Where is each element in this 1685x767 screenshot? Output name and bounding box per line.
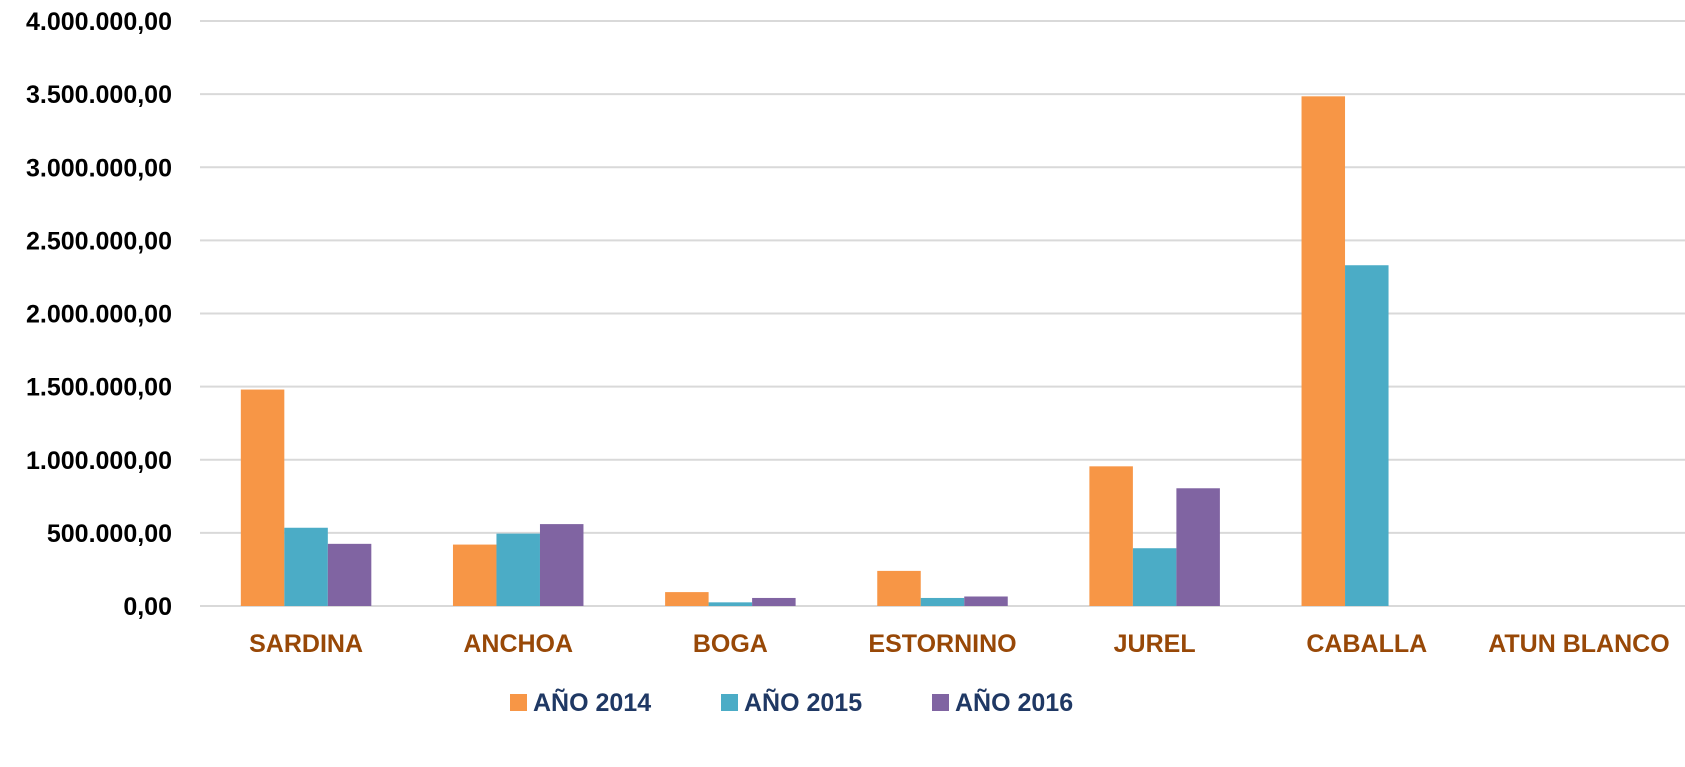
x-axis-category-labels: SARDINA ANCHOA BOGA ESTORNINO JUREL CABALLA AT…: [249, 630, 1670, 658]
legend-label: AÑO 2016: [955, 687, 1073, 717]
category-label: JUREL: [1114, 630, 1196, 658]
legend-swatch: [721, 694, 738, 711]
category-label: ESTORNINO: [868, 630, 1016, 658]
category-label: ANCHOA: [463, 630, 573, 658]
y-tick-label: 4.000.000,00: [26, 8, 172, 36]
y-axis-tick-labels: 0,00 500.000,00 1.000.000,00 1.500.000,00 2.…: [26, 8, 172, 621]
legend-swatch: [510, 694, 527, 711]
bar-ano-2014-estornino: [877, 570, 921, 606]
bar-ano-2014-boga: [665, 592, 709, 606]
bar-ano-2014-sardina: [240, 389, 285, 606]
legend-label: AÑO 2015: [744, 687, 862, 717]
bar-ano-2014-caballa: [1301, 96, 1346, 606]
y-tick-label: 1.500.000,00: [26, 374, 172, 402]
y-tick-label: 2.000.000,00: [26, 301, 172, 329]
y-tick-label: 0,00: [123, 593, 172, 621]
category-label: CABALLA: [1306, 630, 1427, 658]
y-tick-label: 3.500.000,00: [26, 81, 172, 109]
bar-ano-2015-caballa: [1345, 265, 1389, 606]
bar-ano-2014-anchoa: [452, 544, 497, 606]
bar-ano-2016-boga: [752, 597, 796, 606]
y-tick-label: 500.000,00: [47, 520, 172, 548]
category-label: SARDINA: [249, 630, 363, 658]
legend: AÑO 2014 AÑO 2015 AÑO 2016: [510, 687, 1073, 717]
bar-ano-2015-anchoa: [496, 533, 540, 606]
bar-ano-2015-jurel: [1132, 548, 1177, 606]
y-tick-label: 1.000.000,00: [26, 447, 172, 475]
bar-ano-2016-estornino: [964, 596, 1008, 606]
bar-ano-2014-jurel: [1089, 466, 1133, 606]
bar-ano-2016-sardina: [327, 543, 372, 606]
bar-ano-2015-estornino: [920, 597, 965, 606]
legend-label: AÑO 2014: [533, 687, 651, 717]
y-tick-label: 2.500.000,00: [26, 227, 172, 255]
bars: [240, 96, 1389, 606]
category-label: ATUN BLANCO: [1488, 630, 1669, 658]
bar-ano-2016-anchoa: [539, 524, 584, 606]
bar-ano-2016-jurel: [1176, 488, 1220, 606]
y-tick-label: 3.000.000,00: [26, 154, 172, 182]
bar-ano-2015-boga: [708, 602, 753, 606]
bar-ano-2015-sardina: [284, 527, 328, 606]
legend-swatch: [932, 694, 949, 711]
gridlines: [200, 20, 1685, 607]
category-label: BOGA: [693, 630, 768, 658]
